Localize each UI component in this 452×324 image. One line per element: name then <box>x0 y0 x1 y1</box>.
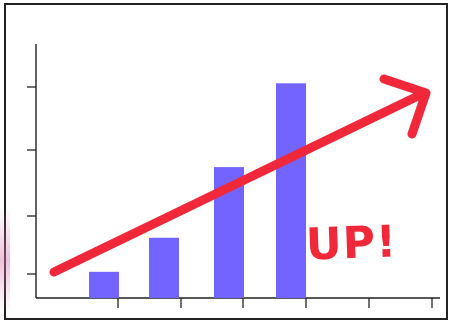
watermark-mark <box>0 208 10 312</box>
arrow-head <box>379 74 431 139</box>
arrow-shaft <box>49 91 423 277</box>
bar <box>89 271 119 298</box>
bars <box>89 83 306 299</box>
up-annotation: UP! <box>305 216 398 271</box>
trend-arrow <box>49 74 431 277</box>
bar <box>149 237 179 298</box>
bar <box>276 83 306 299</box>
